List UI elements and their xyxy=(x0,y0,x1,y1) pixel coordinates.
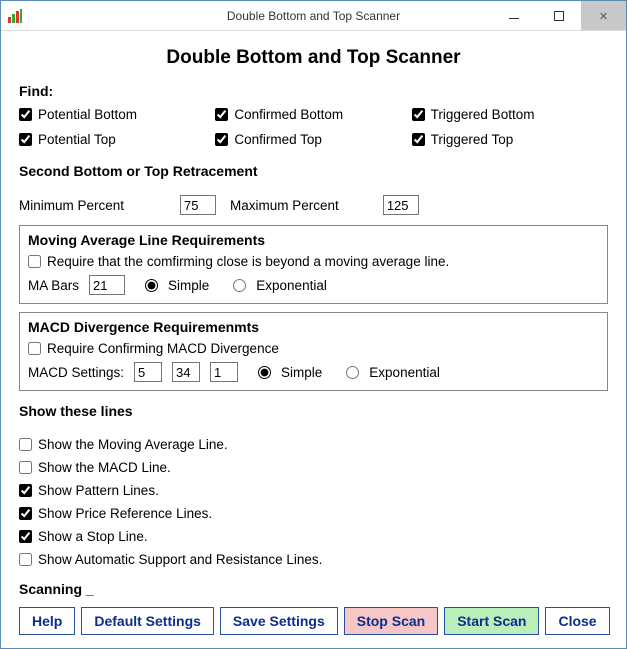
macd-settings-label: MACD Settings: xyxy=(28,365,124,380)
find-checkbox[interactable] xyxy=(19,133,32,146)
find-option[interactable]: Confirmed Bottom xyxy=(215,107,411,122)
macd-simple-label: Simple xyxy=(281,365,322,380)
button-row: Help Default Settings Save Settings Stop… xyxy=(19,607,608,635)
show-line-checkbox[interactable] xyxy=(19,438,32,451)
max-percent-label: Maximum Percent xyxy=(230,198,339,213)
content-area: Double Bottom and Top Scanner Find: Pote… xyxy=(1,31,626,648)
macd-v3-input[interactable] xyxy=(210,362,238,382)
ma-panel-title: Moving Average Line Requirements xyxy=(20,226,607,252)
start-scan-button[interactable]: Start Scan xyxy=(444,607,539,635)
show-line-option[interactable]: Show the MACD Line. xyxy=(19,460,608,475)
show-line-label: Show the Moving Average Line. xyxy=(38,437,228,452)
show-line-option[interactable]: Show a Stop Line. xyxy=(19,529,608,544)
save-settings-button[interactable]: Save Settings xyxy=(220,607,338,635)
page-title: Double Bottom and Top Scanner xyxy=(19,47,608,69)
find-option-label: Triggered Bottom xyxy=(431,107,535,122)
app-window: Double Bottom and Top Scanner Double Bot… xyxy=(0,0,627,649)
macd-simple-radio[interactable] xyxy=(258,366,271,379)
show-line-label: Show a Stop Line. xyxy=(38,529,148,544)
max-percent-input[interactable] xyxy=(383,195,419,215)
show-line-label: Show the MACD Line. xyxy=(38,460,171,475)
macd-panel-title: MACD Divergence Requiremenmts xyxy=(20,313,607,339)
default-settings-button[interactable]: Default Settings xyxy=(81,607,214,635)
find-option-label: Confirmed Top xyxy=(234,132,322,147)
ma-simple-label: Simple xyxy=(168,278,209,293)
show-line-option[interactable]: Show Pattern Lines. xyxy=(19,483,608,498)
macd-panel: MACD Divergence Requiremenmts Require Co… xyxy=(19,312,608,391)
scanning-status: Scanning _ xyxy=(19,581,608,597)
find-option-label: Potential Bottom xyxy=(38,107,137,122)
ma-exponential-radio[interactable] xyxy=(233,279,246,292)
retracement-title: Second Bottom or Top Retracement xyxy=(19,163,608,179)
find-checkbox[interactable] xyxy=(215,133,228,146)
find-checkbox[interactable] xyxy=(19,108,32,121)
macd-v1-input[interactable] xyxy=(134,362,162,382)
find-checkbox[interactable] xyxy=(412,108,425,121)
find-option-label: Confirmed Bottom xyxy=(234,107,343,122)
titlebar: Double Bottom and Top Scanner xyxy=(1,1,626,31)
app-icon xyxy=(7,8,23,24)
find-option-label: Potential Top xyxy=(38,132,116,147)
show-line-checkbox[interactable] xyxy=(19,553,32,566)
macd-exponential-radio[interactable] xyxy=(346,366,359,379)
show-line-checkbox[interactable] xyxy=(19,461,32,474)
min-percent-input[interactable] xyxy=(180,195,216,215)
ma-panel: Moving Average Line Requirements Require… xyxy=(19,225,608,304)
find-option[interactable]: Triggered Top xyxy=(412,132,608,147)
ma-bars-label: MA Bars xyxy=(28,278,79,293)
show-line-checkbox[interactable] xyxy=(19,530,32,543)
minimize-button[interactable] xyxy=(491,1,536,30)
ma-simple-radio[interactable] xyxy=(145,279,158,292)
find-option[interactable]: Confirmed Top xyxy=(215,132,411,147)
macd-require-label: Require Confirming MACD Divergence xyxy=(47,341,279,356)
find-checkbox[interactable] xyxy=(215,108,228,121)
show-lines-list: Show the Moving Average Line. Show the MA… xyxy=(19,429,608,575)
ma-bars-input[interactable] xyxy=(89,275,125,295)
ma-exponential-label: Exponential xyxy=(256,278,327,293)
find-label: Find: xyxy=(19,83,608,99)
find-option[interactable]: Potential Bottom xyxy=(19,107,215,122)
help-button[interactable]: Help xyxy=(19,607,75,635)
show-line-checkbox[interactable] xyxy=(19,484,32,497)
find-option[interactable]: Potential Top xyxy=(19,132,215,147)
find-option[interactable]: Triggered Bottom xyxy=(412,107,608,122)
find-checkbox[interactable] xyxy=(412,133,425,146)
show-line-label: Show Automatic Support and Resistance Li… xyxy=(38,552,322,567)
macd-v2-input[interactable] xyxy=(172,362,200,382)
macd-require-checkbox[interactable] xyxy=(28,342,41,355)
close-window-button[interactable] xyxy=(581,1,626,30)
show-line-option[interactable]: Show Price Reference Lines. xyxy=(19,506,608,521)
show-lines-title: Show these lines xyxy=(19,403,608,419)
show-line-checkbox[interactable] xyxy=(19,507,32,520)
show-line-label: Show Pattern Lines. xyxy=(38,483,159,498)
min-percent-label: Minimum Percent xyxy=(19,198,124,213)
stop-scan-button[interactable]: Stop Scan xyxy=(344,607,438,635)
show-line-option[interactable]: Show the Moving Average Line. xyxy=(19,437,608,452)
retracement-row: Minimum Percent Maximum Percent xyxy=(19,195,608,215)
macd-exponential-label: Exponential xyxy=(369,365,440,380)
maximize-button[interactable] xyxy=(536,1,581,30)
show-line-label: Show Price Reference Lines. xyxy=(38,506,212,521)
ma-require-checkbox[interactable] xyxy=(28,255,41,268)
show-line-option[interactable]: Show Automatic Support and Resistance Li… xyxy=(19,552,608,567)
find-grid: Potential Bottom Confirmed Bottom Triggere… xyxy=(19,107,608,147)
close-button[interactable]: Close xyxy=(545,607,609,635)
ma-require-label: Require that the comfirming close is bey… xyxy=(47,254,449,269)
window-controls xyxy=(491,1,626,30)
find-option-label: Triggered Top xyxy=(431,132,514,147)
